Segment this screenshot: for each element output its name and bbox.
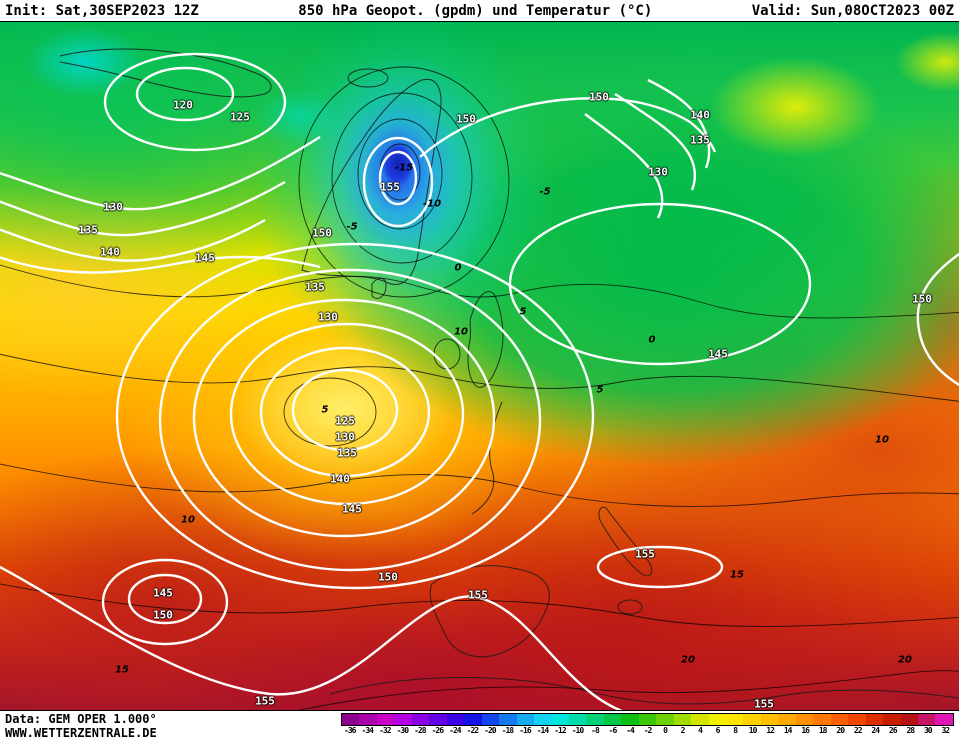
legend-value: -10 (571, 726, 584, 735)
legend-value: -14 (536, 726, 549, 735)
legend-cell (813, 714, 831, 725)
legend-value: 4 (698, 726, 703, 735)
legend-cell (533, 714, 552, 725)
legend-cell (743, 714, 761, 725)
legend-cell (481, 714, 500, 725)
legend-cell (691, 714, 709, 725)
geopotential-contours (0, 52, 959, 710)
footer-bar: Data: GEM OPER 1.000° WWW.WETTERZENTRALE… (0, 710, 959, 741)
legend-value: 14 (783, 726, 793, 735)
legend-cell (656, 714, 674, 725)
legend-cell (725, 714, 744, 725)
legend-value: -16 (519, 726, 531, 735)
legend-value: 12 (766, 726, 775, 735)
legend-value: -6 (608, 726, 618, 735)
legend-cell (621, 714, 639, 725)
legend-value: 28 (906, 726, 915, 735)
legend-cell (935, 714, 953, 725)
legend-color-bar (341, 713, 954, 726)
website-label: WWW.WETTERZENTRALE.DE (5, 726, 157, 740)
map-title: 850 hPa Geopot. (gpdm) und Temperatur (°… (298, 2, 653, 19)
init-time-label: Init: Sat,30SEP2023 12Z (5, 2, 199, 19)
legend-cell (830, 714, 849, 725)
legend-value: 32 (941, 726, 950, 735)
legend-value: -26 (431, 726, 444, 735)
valid-time-label: Valid: Sun,08OCT2023 00Z (751, 2, 954, 19)
legend-cell (900, 714, 918, 725)
legend-value: 10 (748, 726, 758, 735)
legend-value: 22 (853, 726, 863, 735)
legend-cell (342, 714, 360, 725)
legend-cell (499, 714, 517, 725)
legend-cell (917, 714, 936, 725)
map-canvas: 120 125 130 135 140 145 150 155 150 150 140 135 130 1… (0, 22, 959, 710)
legend-value: -34 (361, 726, 374, 735)
legend-cell (865, 714, 884, 725)
legend-cell (638, 714, 657, 725)
temperature-contours (0, 66, 959, 710)
legend-cell (883, 714, 901, 725)
legend-value: 26 (888, 726, 898, 735)
credits: Data: GEM OPER 1.000° WWW.WETTERZENTRALE… (5, 712, 157, 740)
legend-cell (795, 714, 814, 725)
coastlines (59, 48, 959, 705)
legend-value: -30 (396, 726, 409, 735)
legend-value: 16 (801, 726, 810, 735)
legend-cell (586, 714, 604, 725)
legend-value: -18 (501, 726, 514, 735)
legend-value: 0 (663, 726, 668, 735)
legend-cell (778, 714, 796, 725)
legend-value: -24 (449, 726, 461, 735)
legend-tick-labels: -36 -34 -32 -30 -28 -26 -24 -22 -20 -18 -16 -14 -12-… (341, 726, 954, 735)
legend-cell (446, 714, 465, 725)
legend-scale: -36 -34 -32 -30 -28 -26 -24 -22 -20 -18 -16 -14 -12-… (341, 713, 954, 740)
legend-cell (708, 714, 726, 725)
legend-value: 2 (680, 726, 686, 735)
legend-value: 30 (923, 726, 933, 735)
legend-value: -2 (643, 726, 653, 735)
legend-value: 6 (715, 726, 721, 735)
legend-value: -32 (379, 726, 391, 735)
legend-cell (551, 714, 569, 725)
legend-cell (568, 714, 587, 725)
legend-cell (429, 714, 447, 725)
legend-value: -4 (626, 726, 635, 735)
legend-cell (516, 714, 534, 725)
legend-cell (394, 714, 412, 725)
legend-cell (464, 714, 482, 725)
legend-value: -12 (554, 726, 566, 735)
legend-value: 8 (733, 726, 738, 735)
legend-cell (760, 714, 779, 725)
legend-cell (603, 714, 622, 725)
legend-value: -8 (591, 726, 600, 735)
legend-value: 24 (871, 726, 880, 735)
legend-cell (411, 714, 430, 725)
contour-lines (0, 48, 959, 710)
legend-value: 18 (818, 726, 828, 735)
legend-value: 20 (836, 726, 845, 735)
legend-cell (673, 714, 692, 725)
legend-value: -20 (484, 726, 496, 735)
header-bar: Init: Sat,30SEP2023 12Z 850 hPa Geopot. … (0, 0, 959, 22)
legend-value: -28 (414, 726, 426, 735)
legend-cell (359, 714, 377, 725)
legend-value: -22 (466, 726, 479, 735)
legend-value: -36 (344, 726, 356, 735)
legend-cell (376, 714, 395, 725)
legend-cell (848, 714, 866, 725)
data-source-label: Data: GEM OPER 1.000° (5, 712, 157, 726)
